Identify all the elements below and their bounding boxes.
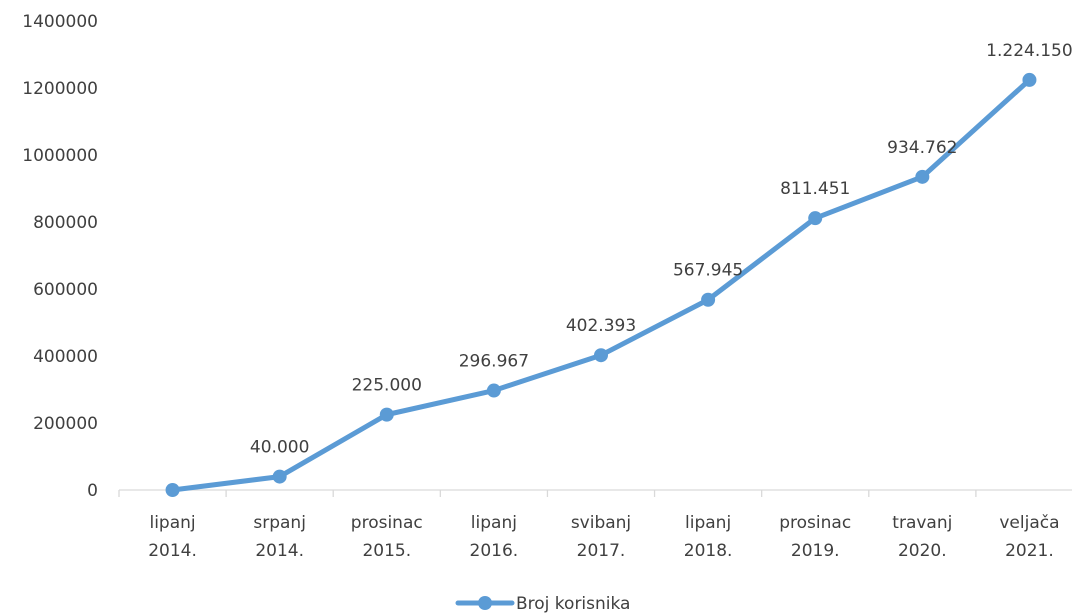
x-axis-tick-labels: lipanj 2014. srpanj 2014. prosinac 2015. lipan… [148,513,1059,561]
x-axis [118,489,1072,497]
y-tick-label: 0 [87,481,98,501]
data-point [165,483,180,497]
data-point [379,407,394,422]
data-label: 225.000 [352,376,422,396]
y-tick-label: 200000 [33,414,98,434]
data-labels: 40.000 225.000 296.967 402.393 567.945 811.45… [250,41,1072,458]
legend-series-marker [478,596,492,610]
data-label: 934.762 [887,138,957,158]
x-tick-label: lipanj 2014. [148,513,197,561]
data-label: 1.224.150 [986,41,1072,61]
x-tick-label: travanj 2020. [892,513,952,561]
data-point [701,292,716,307]
data-label: 296.967 [459,352,529,372]
data-label: 40.000 [250,438,309,458]
y-axis-tick-labels: 0 200000 400000 600000 800000 1000000 1200000 1… [22,12,98,501]
y-tick-label: 800000 [33,213,98,233]
legend-series-label: Broj korisnika [516,594,630,614]
data-point [594,348,608,363]
x-tick-label: svibanj 2017. [571,513,631,561]
x-tick-label: veljača 2021. [999,513,1059,561]
series-points [165,72,1037,497]
x-tick-label: prosinac 2015. [351,513,423,561]
x-tick-label: lipanj 2016. [470,513,519,561]
data-point [808,211,823,226]
data-point [915,169,930,184]
y-tick-label: 600000 [33,280,98,300]
data-point [486,383,501,398]
data-point [272,469,287,484]
x-tick-label: prosinac 2019. [779,513,851,561]
y-tick-label: 1000000 [22,146,98,166]
data-label: 402.393 [566,316,636,336]
y-tick-label: 1200000 [22,79,98,99]
data-label: 811.451 [780,179,850,199]
data-point [1022,72,1037,87]
x-tick-label: lipanj 2018. [684,513,733,561]
data-label: 567.945 [673,261,743,281]
x-tick-label: srpanj 2014. [253,513,306,561]
y-tick-label: 1400000 [22,12,98,32]
legend: Broj korisnika [455,594,630,614]
y-tick-label: 400000 [33,347,98,367]
